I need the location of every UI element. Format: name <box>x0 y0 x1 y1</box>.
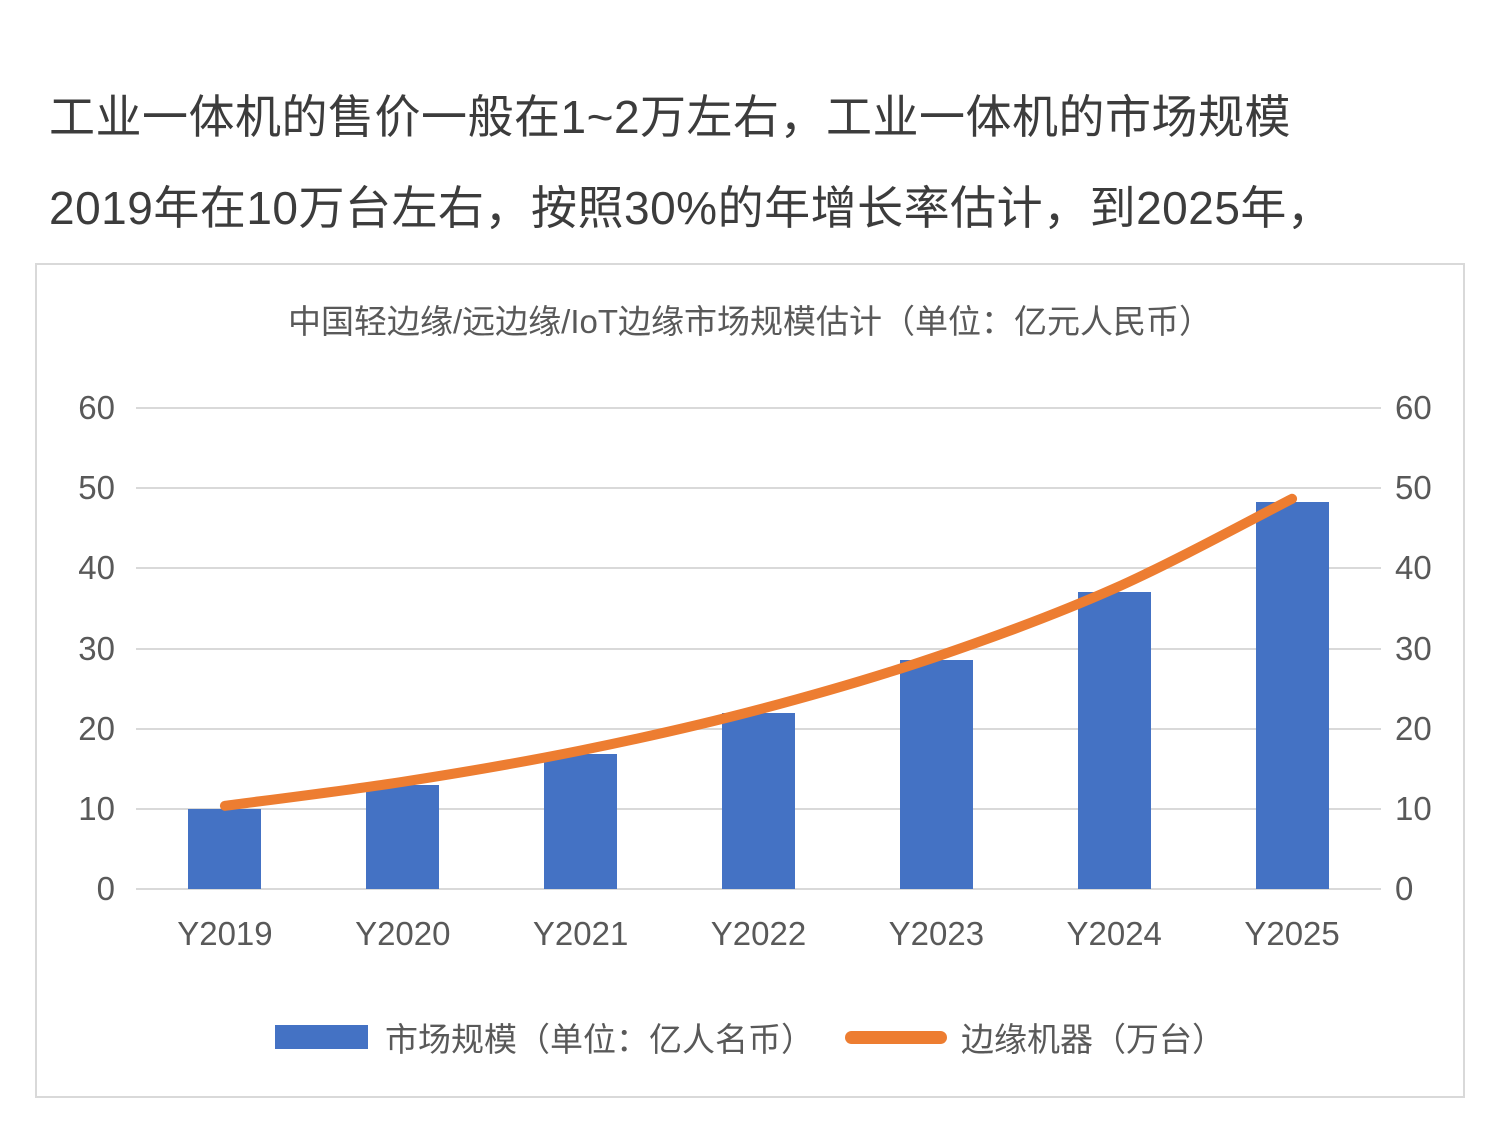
bar-Y2019 <box>188 808 262 889</box>
y-axis-right: 0 10 20 30 40 50 60 <box>1395 389 1465 907</box>
bar-Y2023 <box>899 659 973 889</box>
x-tick-label-Y2023: Y2023 <box>888 915 985 952</box>
x-tick-label-Y2022: Y2022 <box>710 915 807 952</box>
y-tick-label-right: 50 <box>1395 469 1432 507</box>
bar-Y2022 <box>722 712 795 889</box>
y-tick-label-right: 10 <box>1395 789 1432 827</box>
x-tick-label-Y2020: Y2020 <box>355 915 451 952</box>
legend-bar-swatch <box>275 1025 368 1049</box>
gridline <box>136 567 1381 570</box>
intro-text: 工业一体机的售价一般在1~2万左右，工业一体机的市场规模 2019年在10万台左… <box>49 72 1469 254</box>
chart-legend: 市场规模（单位：亿人名币） 边缘机器（万台） <box>37 1013 1463 1061</box>
gridline <box>136 647 1381 650</box>
y-tick-label-left: 20 <box>78 709 115 747</box>
legend-line-swatch <box>845 1030 947 1044</box>
y-tick-label-left: 40 <box>78 549 115 587</box>
y-tick-label-right: 40 <box>1395 549 1432 587</box>
intro-line-1: 工业一体机的售价一般在1~2万左右，工业一体机的市场规模 <box>49 91 1292 143</box>
x-tick-label-Y2024: Y2024 <box>1066 915 1162 952</box>
bar-Y2024 <box>1077 591 1151 889</box>
x-tick-label-Y2025: Y2025 <box>1244 915 1340 952</box>
bar-Y2020 <box>366 784 440 889</box>
y-tick-label-right: 30 <box>1395 629 1432 667</box>
chart-title: 中国轻边缘/远边缘/IoT边缘市场规模估计（单位：亿元人民币） <box>287 303 1213 340</box>
y-tick-label-left: 0 <box>96 870 115 907</box>
gridline <box>136 487 1381 490</box>
x-tick-label-Y2019: Y2019 <box>177 915 273 952</box>
legend-item-market-size: 市场规模（单位：亿人名币） <box>275 1013 814 1061</box>
trend-line <box>219 493 1298 811</box>
y-tick-label-left: 30 <box>78 629 115 667</box>
plot-area <box>136 407 1381 890</box>
y-tick-label-left: 50 <box>78 469 115 507</box>
x-tick-label-Y2021: Y2021 <box>532 915 629 952</box>
x-axis: Y2019 Y2020 Y2021 Y2022 Y2023 Y2024 Y2025 <box>136 915 1381 957</box>
y-tick-label-right: 0 <box>1395 870 1414 907</box>
legend-item-edge-machines: 边缘机器（万台） <box>845 1013 1225 1061</box>
y-tick-label-left: 60 <box>78 389 115 426</box>
gridline <box>136 407 1381 409</box>
legend-bar-label: 市场规模（单位：亿人名币） <box>385 1021 814 1058</box>
gridline <box>136 888 1381 890</box>
bar-Y2025 <box>1255 501 1329 889</box>
y-axis-left: 0 10 20 30 40 50 60 <box>45 389 115 907</box>
bar-Y2021 <box>544 753 618 889</box>
chart-card: 中国轻边缘/远边缘/IoT边缘市场规模估计（单位：亿元人民币） 0 10 20 30 4… <box>35 263 1465 1098</box>
legend-line-label: 边缘机器（万台） <box>961 1021 1225 1058</box>
y-tick-label-right: 20 <box>1395 709 1432 747</box>
intro-line-2: 2019年在10万台左右，按照30%的年增长率估计，到2025年， <box>49 182 1334 234</box>
y-tick-label-left: 10 <box>78 789 115 827</box>
y-tick-label-right: 60 <box>1395 389 1432 426</box>
